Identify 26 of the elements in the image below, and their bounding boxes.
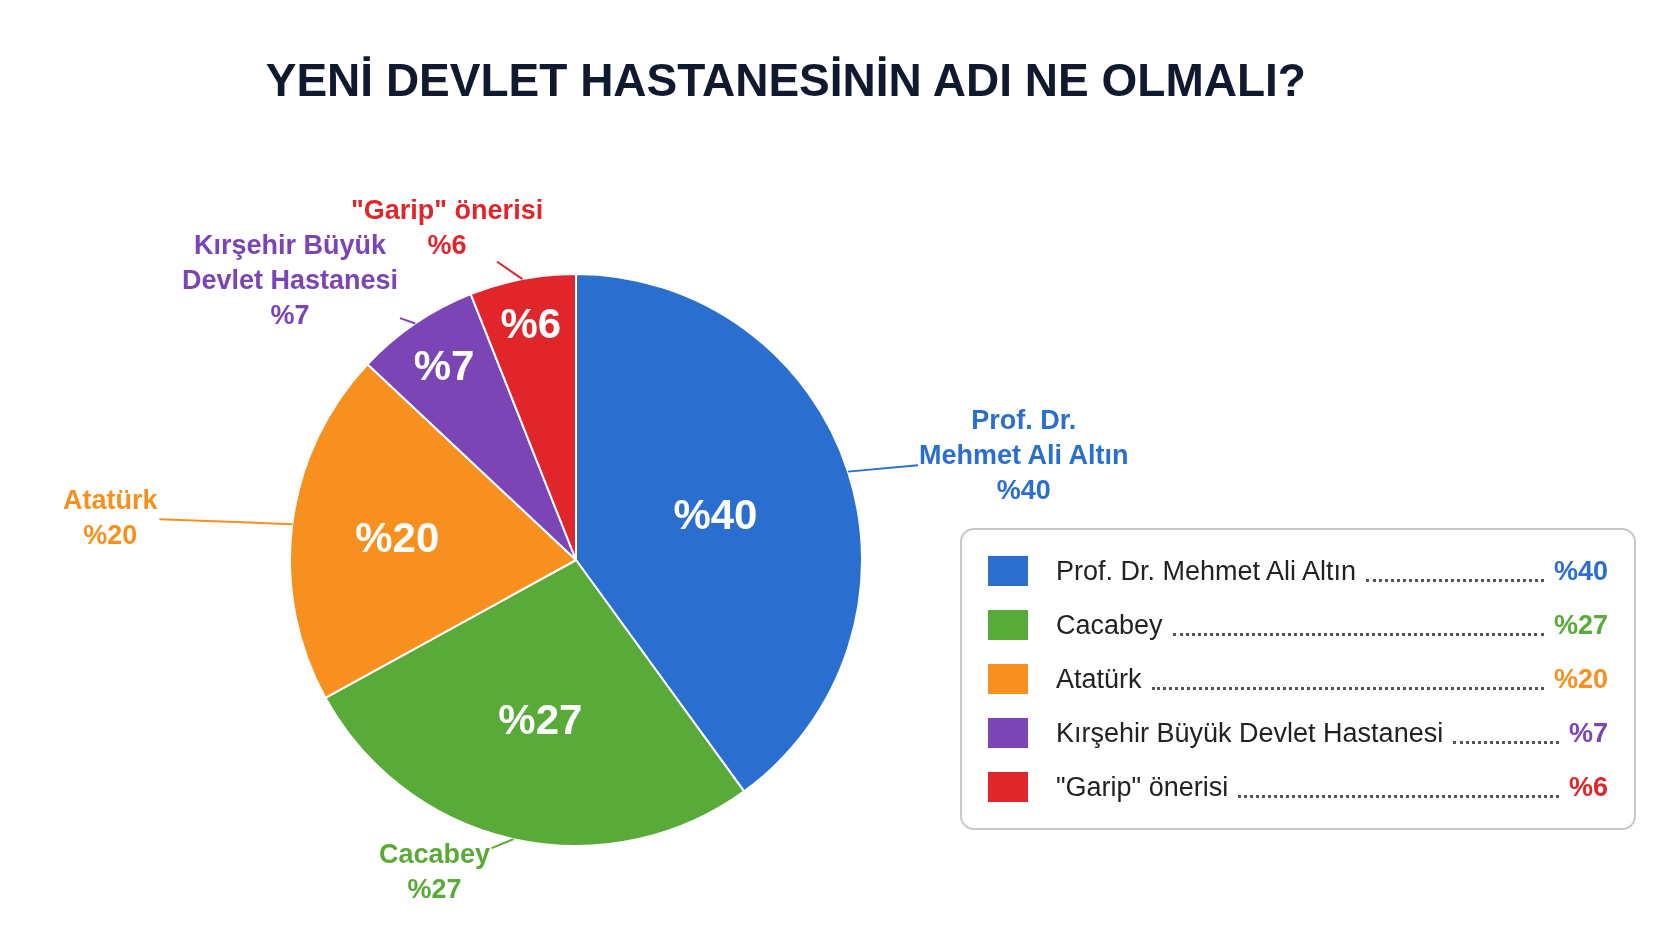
- data-label: %20: [355, 513, 440, 561]
- legend-label: Kırşehir Büyük Devlet Hastanesi: [1056, 717, 1444, 749]
- text: %7: [270, 300, 310, 331]
- slice-label: Atatürk: [63, 485, 159, 515]
- data-label: %40: [673, 491, 758, 539]
- data-label: %6: [500, 299, 562, 347]
- legend-label: "Garip" önerisi: [1056, 771, 1229, 803]
- text: %40: [1553, 555, 1608, 586]
- slice-label: Kırşehir Büyük Devlet Hastanesi: [182, 230, 399, 296]
- legend-label: Atatürk: [1056, 663, 1142, 695]
- slice-label: Cacabey: [379, 839, 491, 869]
- chart-title: YENİ DEVLET HASTANESİNİN ADI NE OLMALI?: [265, 54, 1306, 107]
- data-label: %7: [413, 342, 475, 390]
- text: %6: [1568, 771, 1608, 802]
- text: %7: [1568, 717, 1608, 748]
- legend-label: Prof. Dr. Mehmet Ali Altın: [1056, 555, 1357, 587]
- slice-label: Prof. Dr. Mehmet Ali Altın: [919, 405, 1129, 471]
- data-label: %27: [498, 695, 583, 743]
- text: %27: [407, 874, 462, 905]
- legend-label: Cacabey: [1056, 609, 1163, 641]
- slice-label: "Garip" önerisi: [351, 195, 544, 225]
- text: %27: [1553, 609, 1608, 640]
- text: %20: [1553, 663, 1608, 694]
- text: %6: [427, 230, 467, 261]
- text: %40: [996, 475, 1051, 506]
- text: %20: [83, 520, 138, 551]
